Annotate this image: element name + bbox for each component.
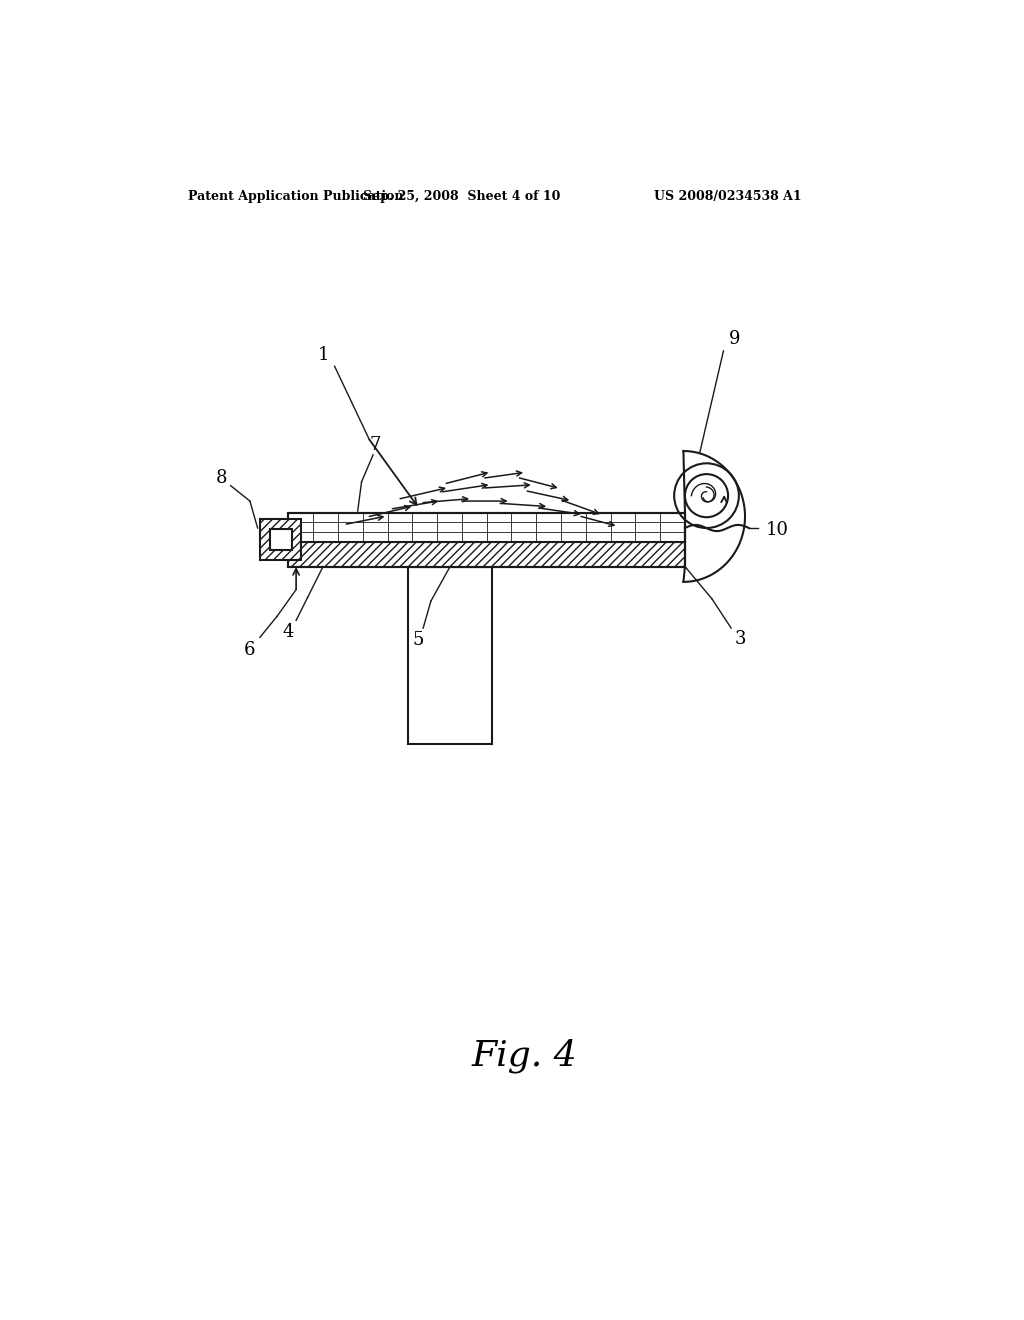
Text: 9: 9 <box>729 330 740 348</box>
Polygon shape <box>260 519 301 560</box>
Text: 3: 3 <box>734 630 746 648</box>
Text: US 2008/0234538 A1: US 2008/0234538 A1 <box>654 190 802 203</box>
Text: 10: 10 <box>766 520 788 539</box>
Text: Sep. 25, 2008  Sheet 4 of 10: Sep. 25, 2008 Sheet 4 of 10 <box>362 190 560 203</box>
Text: 8: 8 <box>216 469 227 487</box>
Bar <box>289 512 685 543</box>
Text: 6: 6 <box>244 640 256 659</box>
Text: 5: 5 <box>412 631 424 648</box>
Text: Patent Application Publication: Patent Application Publication <box>188 190 403 203</box>
Bar <box>289 512 685 566</box>
Text: 4: 4 <box>283 623 294 642</box>
Text: Fig. 4: Fig. 4 <box>472 1039 578 1073</box>
Bar <box>289 541 685 566</box>
Text: 1: 1 <box>317 346 329 364</box>
Bar <box>408 566 493 743</box>
Polygon shape <box>269 529 292 550</box>
Text: 7: 7 <box>370 436 381 454</box>
